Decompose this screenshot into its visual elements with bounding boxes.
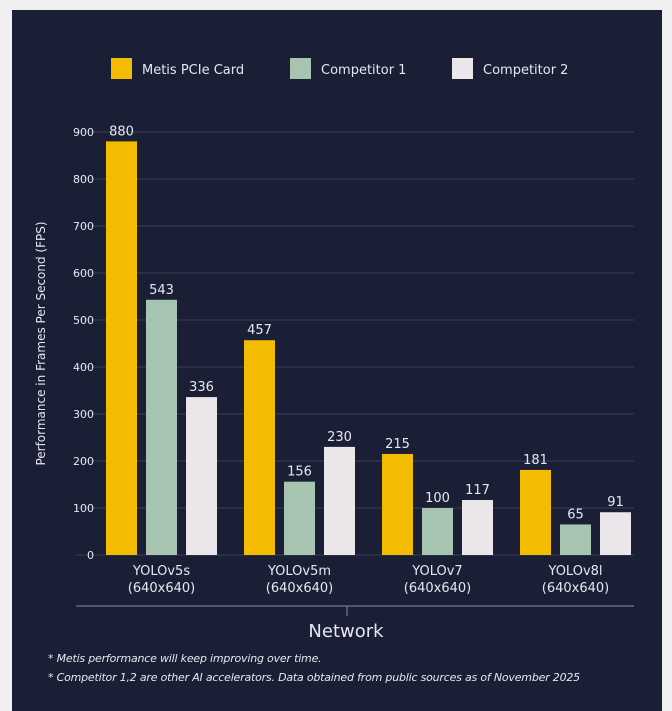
x-tick-label: YOLOv5m (267, 564, 331, 579)
y-tick-label: 300 (73, 408, 94, 421)
bar (382, 453, 413, 555)
footnote-2: * Competitor 1,2 are other AI accelerato… (48, 671, 580, 684)
data-label: 91 (607, 495, 624, 510)
x-tick-label: (640x640) (542, 581, 609, 596)
x-tick-label: (640x640) (266, 581, 333, 596)
bar (520, 469, 551, 555)
legend-label: Metis PCIe Card (142, 63, 244, 78)
chart-panel: 0 100 200 300 400 500 600 700 800 900 Performance … (12, 10, 662, 711)
data-label: 543 (149, 283, 174, 298)
legend-label: Competitor 1 (321, 63, 406, 78)
data-label: 457 (247, 323, 272, 338)
data-label: 215 (385, 437, 410, 452)
y-tick-label: 200 (73, 455, 94, 468)
x-tick-label: YOLOv5s (132, 564, 190, 579)
data-label: 156 (287, 465, 312, 480)
x-axis-title: Network (308, 621, 384, 642)
y-tick-label: 700 (73, 220, 94, 233)
bar (284, 481, 315, 555)
bar (560, 524, 591, 555)
legend-swatch (452, 58, 473, 79)
x-tick-label: YOLOv7 (411, 564, 462, 579)
data-label: 100 (425, 491, 450, 506)
bar (186, 397, 217, 555)
data-label: 117 (465, 483, 490, 498)
legend-swatch (290, 58, 311, 79)
y-tick-label: 0 (87, 549, 94, 562)
bar (462, 500, 493, 555)
bar (146, 299, 177, 555)
legend-label: Competitor 2 (483, 63, 568, 78)
footnote-1: * Metis performance will keep improving … (48, 652, 322, 665)
bar-chart: 0 100 200 300 400 500 600 700 800 900 Performance … (34, 58, 634, 642)
bar (600, 512, 631, 555)
bar (244, 340, 275, 555)
data-label: 880 (109, 124, 134, 139)
y-axis-title: Performance in Frames Per Second (FPS) (34, 221, 48, 465)
y-tick-label: 900 (73, 126, 94, 139)
y-tick-label: 400 (73, 361, 94, 374)
y-tick-label: 100 (73, 502, 94, 515)
y-tick-label: 600 (73, 267, 94, 280)
x-tick-label: YOLOv8l (547, 564, 602, 579)
bar (106, 141, 137, 555)
data-label: 230 (327, 430, 352, 445)
x-tick-label: (640x640) (128, 581, 195, 596)
y-tick-label: 500 (73, 314, 94, 327)
bar (422, 508, 453, 555)
bar (324, 446, 355, 555)
data-label: 336 (189, 380, 214, 395)
data-label: 181 (523, 453, 548, 468)
y-tick-label: 800 (73, 173, 94, 186)
x-tick-label: (640x640) (404, 581, 471, 596)
legend-swatch (111, 58, 132, 79)
data-label: 65 (567, 507, 584, 522)
